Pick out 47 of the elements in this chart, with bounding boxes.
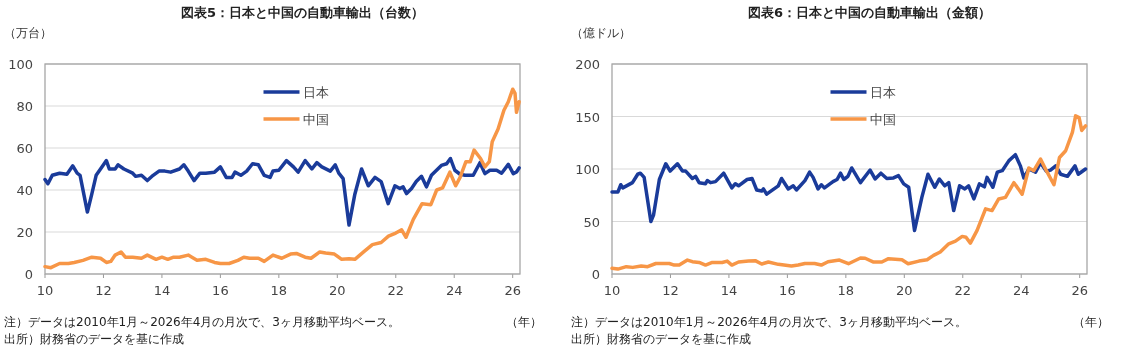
x-tick-label: 18 [837, 283, 855, 298]
y-axis-title: （億ドル） [571, 26, 631, 40]
line-series [610, 152, 1088, 233]
x-tick-label: 22 [387, 283, 405, 298]
y-tick-label: 20 [16, 225, 33, 240]
chart-title: 図表5：日本と中国の自動車輸出（台数） [180, 5, 425, 20]
y-tick-label: 50 [583, 214, 600, 230]
x-tick-label: 14 [153, 283, 171, 298]
y-tick-label: 0 [591, 267, 600, 282]
legend-label: 中国 [869, 112, 896, 127]
x-tick-label: 10 [603, 283, 621, 298]
text: 注）データは2010年1月～2026年4月の月次で、3ヶ月移動平均ベース。 [571, 315, 967, 329]
x-tick-label: 22 [954, 283, 972, 298]
y-tick-label: 100 [8, 57, 33, 72]
text: 注）データは2010年1月～2026年4月の月次で、3ヶ月移動平均ベース。 [4, 315, 400, 329]
x-axis-title: （年） [506, 315, 542, 329]
x-tick-label: 16 [212, 283, 229, 298]
legend-label: 日本 [869, 85, 896, 100]
x-axis-title: （年） [1073, 315, 1109, 329]
x-tick-label: 12 [662, 283, 679, 298]
text: 出所）財務省のデータを基に作成 [4, 332, 184, 346]
line-series [43, 87, 521, 270]
x-tick-label: 26 [504, 283, 521, 298]
y-tick-label: 200 [575, 57, 600, 72]
y-tick-label: 80 [16, 99, 33, 114]
x-tick-label: 14 [720, 283, 738, 298]
y-tick-label: 150 [575, 109, 600, 125]
y-tick-label: 40 [16, 183, 33, 198]
x-tick-label: 18 [270, 283, 288, 298]
line-series [610, 114, 1088, 271]
x-tick-label: 24 [1012, 283, 1030, 298]
y-tick-label: 60 [16, 141, 33, 156]
chart-title: 図表6：日本と中国の自動車輸出（金額） [747, 5, 992, 20]
x-tick-label: 12 [95, 283, 112, 298]
x-tick-label: 16 [779, 283, 796, 298]
legend-label: 日本 [302, 85, 329, 100]
x-tick-label: 24 [445, 283, 463, 298]
y-axis-title: （万台） [4, 26, 52, 40]
line-series [43, 156, 521, 227]
y-tick-label: 0 [24, 267, 33, 282]
x-tick-label: 20 [329, 283, 346, 298]
x-tick-label: 10 [36, 283, 54, 298]
legend-label: 中国 [302, 112, 329, 127]
y-tick-label: 100 [575, 162, 600, 177]
x-tick-label: 20 [896, 283, 913, 298]
text: 出所）財務省のデータを基に作成 [571, 332, 751, 346]
x-tick-label: 26 [1071, 283, 1088, 298]
